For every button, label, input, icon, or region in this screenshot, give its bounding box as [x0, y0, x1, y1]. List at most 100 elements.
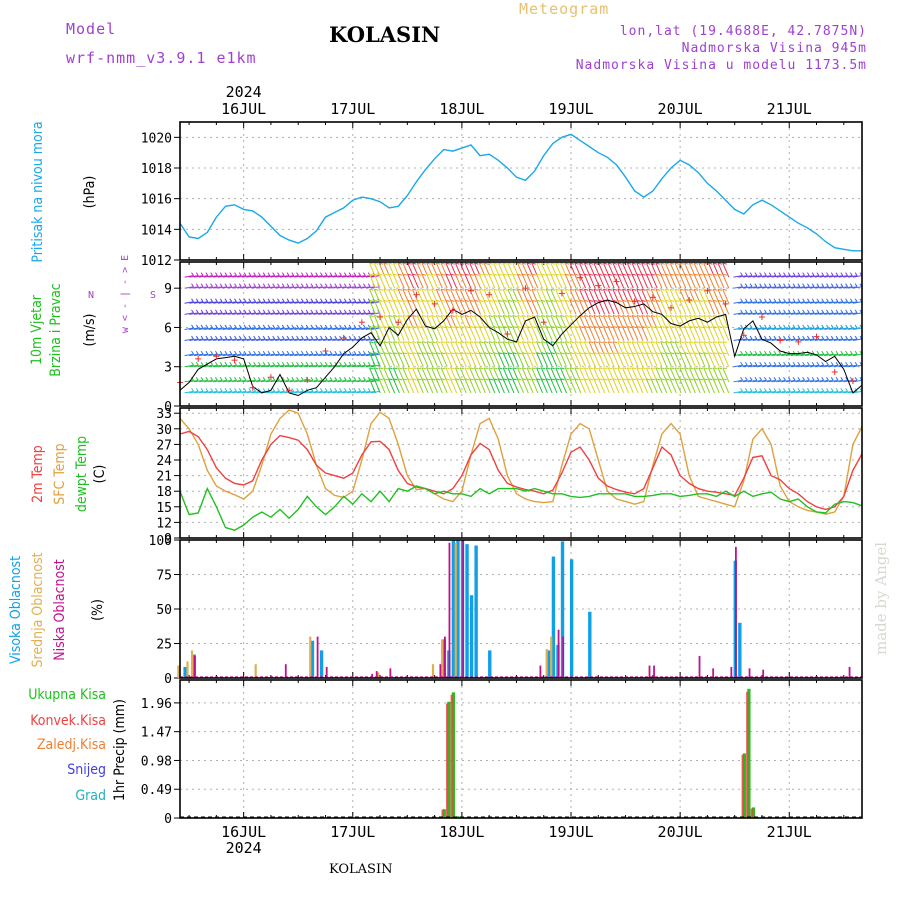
- wind-barb: [838, 338, 848, 342]
- wind-barb-flag: [749, 324, 753, 329]
- wind-barb-flag: [474, 341, 479, 344]
- wind-barb: [838, 286, 848, 289]
- wind-barb: [521, 378, 529, 394]
- wind-barb-flag: [759, 272, 763, 276]
- wind-barb: [474, 273, 481, 289]
- wind-barb: [574, 352, 582, 367]
- wind-barb: [531, 273, 539, 289]
- wind-barb: [397, 352, 405, 367]
- wind-barb: [833, 286, 843, 289]
- wind-barb-flag: [574, 314, 579, 317]
- wind-barb: [800, 301, 810, 304]
- wind-barb-flag: [608, 273, 613, 276]
- wind-barb-flag: [234, 309, 237, 314]
- wind-barb: [752, 379, 762, 383]
- y-tick-label: 33: [156, 407, 172, 422]
- wind-barb: [361, 390, 371, 394]
- wind-barb-flag: [670, 273, 675, 276]
- wind-barb-flag: [651, 326, 656, 329]
- wind-barb-flag: [369, 262, 374, 265]
- wind-barb: [260, 275, 271, 278]
- wind-barb-flag: [243, 335, 247, 340]
- wind-barb: [693, 300, 701, 315]
- wind-barb-flag: [806, 335, 810, 340]
- wind-barb-flag: [329, 283, 333, 287]
- wind-barb: [198, 379, 208, 383]
- wind-barb-flag: [517, 262, 522, 265]
- wind-barb: [805, 312, 815, 315]
- wind-barb: [819, 364, 829, 368]
- wind-barb: [369, 273, 376, 289]
- wind-barb-flag: [536, 262, 541, 265]
- wind-barb-flag: [215, 377, 218, 381]
- wind-barb-flag: [550, 367, 556, 370]
- wind-barb-flag: [469, 352, 474, 355]
- wind-barb: [313, 312, 323, 315]
- y-tick-label: 75: [156, 569, 172, 584]
- wind-barb: [819, 390, 829, 394]
- wind-barb-flag: [588, 326, 594, 329]
- wind-barb: [289, 379, 299, 383]
- wind-barb: [743, 379, 753, 383]
- wind-barb-flag: [665, 367, 670, 370]
- wind-barb: [579, 326, 587, 341]
- conv-precip-bar: [750, 808, 753, 818]
- wind-barb: [733, 286, 743, 289]
- wind-barb: [703, 273, 711, 289]
- wind-barb-flag: [593, 341, 599, 344]
- wind-barb-flag: [854, 272, 858, 276]
- wind-barb-flag: [783, 361, 786, 366]
- wind-barb: [184, 275, 194, 278]
- wind-barb-flag: [224, 388, 228, 392]
- wind-barb-flag: [560, 367, 565, 370]
- wind-barb: [536, 326, 544, 341]
- wind-barb: [402, 300, 410, 315]
- wind-barb-flag: [272, 361, 276, 366]
- model-label: Model: [66, 20, 117, 38]
- wind-barb-flag: [210, 388, 214, 392]
- wind-barb-flag: [493, 262, 498, 265]
- wind-barb-flag: [608, 352, 613, 355]
- wind-barb-flag: [541, 367, 546, 370]
- wind-barb-flag: [689, 314, 694, 317]
- wind-barb: [246, 286, 256, 289]
- wind-barb-flag: [830, 309, 834, 314]
- time-label-bottom: 20JUL: [658, 823, 703, 841]
- wind-barb-flag: [398, 314, 403, 317]
- wind-barb-flag: [464, 352, 470, 355]
- wind-barb-flag: [402, 299, 408, 302]
- y-tick-label: 1012: [141, 254, 172, 269]
- wind-barb: [361, 286, 371, 289]
- wind-barb: [560, 326, 567, 341]
- wind-barb-flag: [272, 272, 276, 276]
- wind-barb: [313, 353, 323, 357]
- wind-barb-flag: [531, 352, 536, 355]
- wind-barb-flag: [569, 273, 575, 276]
- wind-barb-flag: [708, 341, 713, 344]
- wind-barb: [698, 378, 706, 394]
- wind-barb-flag: [588, 352, 594, 355]
- wind-barb-flag: [588, 288, 594, 291]
- wind-barb-flag: [195, 309, 199, 314]
- wind-barb: [493, 352, 501, 367]
- wind-barb: [550, 352, 558, 367]
- wind-barb: [752, 353, 762, 357]
- time-label-bottom: 21JUL: [767, 823, 812, 841]
- wind-barb-flag: [744, 361, 748, 366]
- wind-barb-flag: [713, 262, 718, 265]
- wind-barb-flag: [455, 288, 460, 291]
- wind-barb: [454, 300, 462, 315]
- wind-barb: [189, 338, 199, 342]
- wind-barb-flag: [383, 378, 388, 381]
- wind-barb-flag: [498, 378, 503, 381]
- wind-barb-flag: [407, 378, 412, 381]
- wind-axis-title-1: 10m Vjetar: [29, 294, 45, 365]
- wind-barb: [809, 353, 820, 357]
- wind-barb-flag: [300, 350, 304, 355]
- y-tick-label: 24: [156, 454, 172, 469]
- wind-barb-flag: [684, 341, 689, 344]
- wind-barb-flag: [440, 341, 446, 344]
- wind-barb-flag: [358, 377, 362, 381]
- wind-barb-flag: [464, 378, 470, 381]
- wind-barb-flag: [821, 298, 825, 303]
